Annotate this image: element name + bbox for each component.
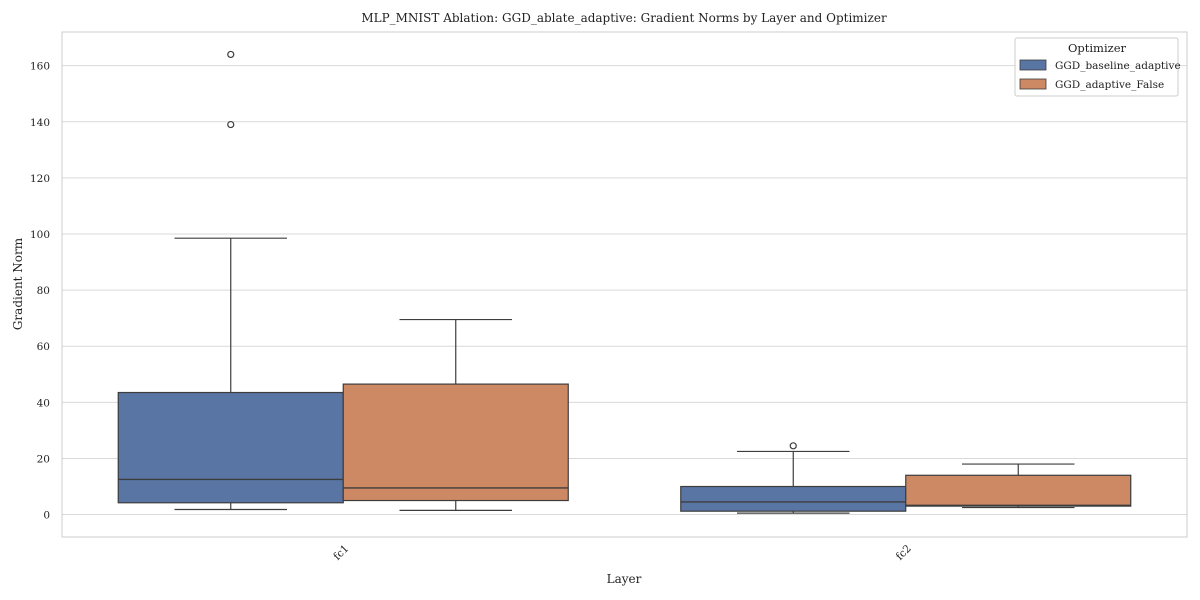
outlier-point: [789, 442, 797, 450]
legend-title: Optimizer: [1068, 41, 1127, 55]
y-tick-label: 80: [37, 285, 50, 297]
box-fc2-GGD_baseline_adaptive: [680, 442, 907, 514]
box-iqr: [905, 474, 1132, 507]
y-tick-label: 0: [43, 510, 50, 522]
y-tick-label: 120: [30, 173, 50, 185]
legend-label: GGD_adaptive_False: [1055, 79, 1164, 91]
chart-title: MLP_MNIST Ablation: GGD_ablate_adaptive:…: [361, 11, 887, 25]
legend-frame: [1014, 37, 1179, 97]
y-tick-label: 140: [30, 117, 50, 129]
box-fc1-GGD_baseline_adaptive: [117, 50, 344, 511]
box-fc1-GGD_adaptive_False: [342, 318, 569, 511]
boxes: [117, 50, 1132, 514]
legend: Optimizer GGD_baseline_adaptive GGD_adapt…: [1014, 37, 1181, 97]
y-tick-label: 60: [37, 341, 50, 353]
box-iqr: [342, 383, 569, 502]
outlier-point: [227, 50, 235, 59]
y-tick-label: 100: [30, 229, 50, 241]
y-tick-label: 20: [37, 453, 50, 465]
legend-swatch: [1019, 78, 1047, 90]
y-axis-label: Gradient Norm: [11, 237, 25, 330]
y-ticks: 0 20 40 60 80 100 120 140 160: [30, 61, 50, 522]
legend-label: GGD_baseline_adaptive: [1055, 60, 1181, 72]
legend-entries: GGD_baseline_adaptive GGD_adaptive_False: [1019, 59, 1181, 91]
box-fc2-GGD_adaptive_False: [905, 463, 1132, 509]
legend-swatch: [1019, 59, 1047, 71]
y-tick-label: 40: [37, 397, 50, 409]
box-iqr: [680, 485, 907, 512]
plot-frame: [61, 31, 1188, 538]
box-iqr: [117, 391, 344, 504]
x-axis-label: Layer: [607, 572, 642, 586]
outlier-point: [227, 120, 235, 129]
y-tick-label: 160: [30, 61, 50, 73]
